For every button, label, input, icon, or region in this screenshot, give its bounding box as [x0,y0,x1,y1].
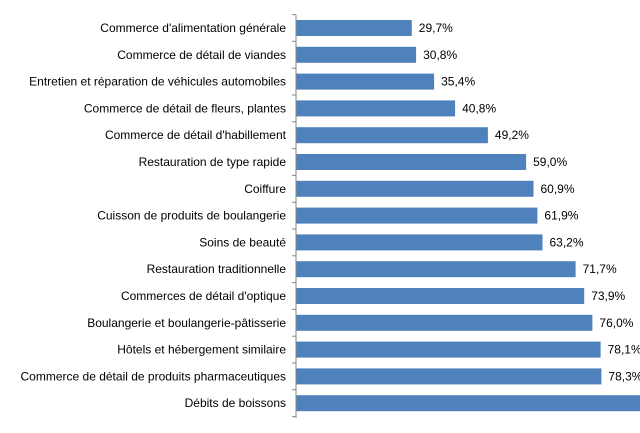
value-label: 76,0% [599,316,633,330]
value-label: 61,9% [544,209,578,223]
bar [296,154,527,170]
category-labels-group: Commerce d'alimentation générale Commerce… [21,21,287,410]
category-label: Hôtels et hébergement similaire [117,343,286,357]
value-label: 73,9% [591,289,625,303]
value-label: 78,3% [608,369,640,383]
bar [296,73,435,90]
category-label: Soins de beauté [199,235,286,249]
value-label: 49,2% [495,128,529,142]
category-label: Coiffure [244,182,286,196]
category-label: Restauration traditionnelle [147,262,287,276]
category-label: Restauration de type rapide [139,155,287,169]
value-label: 71,7% [583,262,617,276]
bar [296,46,417,63]
value-label: 60,9% [541,182,575,196]
category-label: Commerce de détail de viandes [117,48,286,62]
bar [296,314,593,331]
value-label: 29,7% [419,21,453,35]
value-label: 59,0% [533,155,567,169]
value-label: 63,2% [550,235,584,249]
bar [296,368,602,385]
value-label: 35,4% [441,75,475,89]
value-label: 78,1% [608,343,640,357]
bar [296,180,534,197]
bar [296,127,488,144]
category-label: Commerce d'alimentation générale [100,21,286,35]
category-label: Commerces de détail d'optique [121,289,286,303]
category-label: Boulangerie et boulangerie-pâtisserie [87,316,286,330]
category-label: Cuisson de produits de boulangerie [97,209,286,223]
bar [296,20,412,36]
bar [296,395,640,412]
bars-group [296,20,640,412]
value-label: 40,8% [462,101,496,115]
y-axis [292,14,297,418]
value-labels-group: 29,7% 30,8% 35,4% 40,8% 49,2% 59,0% 60,9% 61,9%… [419,21,640,383]
bar [296,261,576,278]
category-label: Commerce de détail de fleurs, plantes [84,101,286,115]
category-label: Entretien et réparation de véhicules aut… [29,75,286,89]
bar [296,234,543,251]
value-label: 30,8% [423,48,457,62]
category-label: Commerce de détail d'habillement [105,128,287,142]
bar [296,207,538,224]
category-label: Commerce de détail de produits pharmaceu… [21,369,286,383]
bar [296,100,456,117]
category-label: Débits de boissons [185,396,286,410]
bar [296,341,601,358]
bar [296,288,585,304]
